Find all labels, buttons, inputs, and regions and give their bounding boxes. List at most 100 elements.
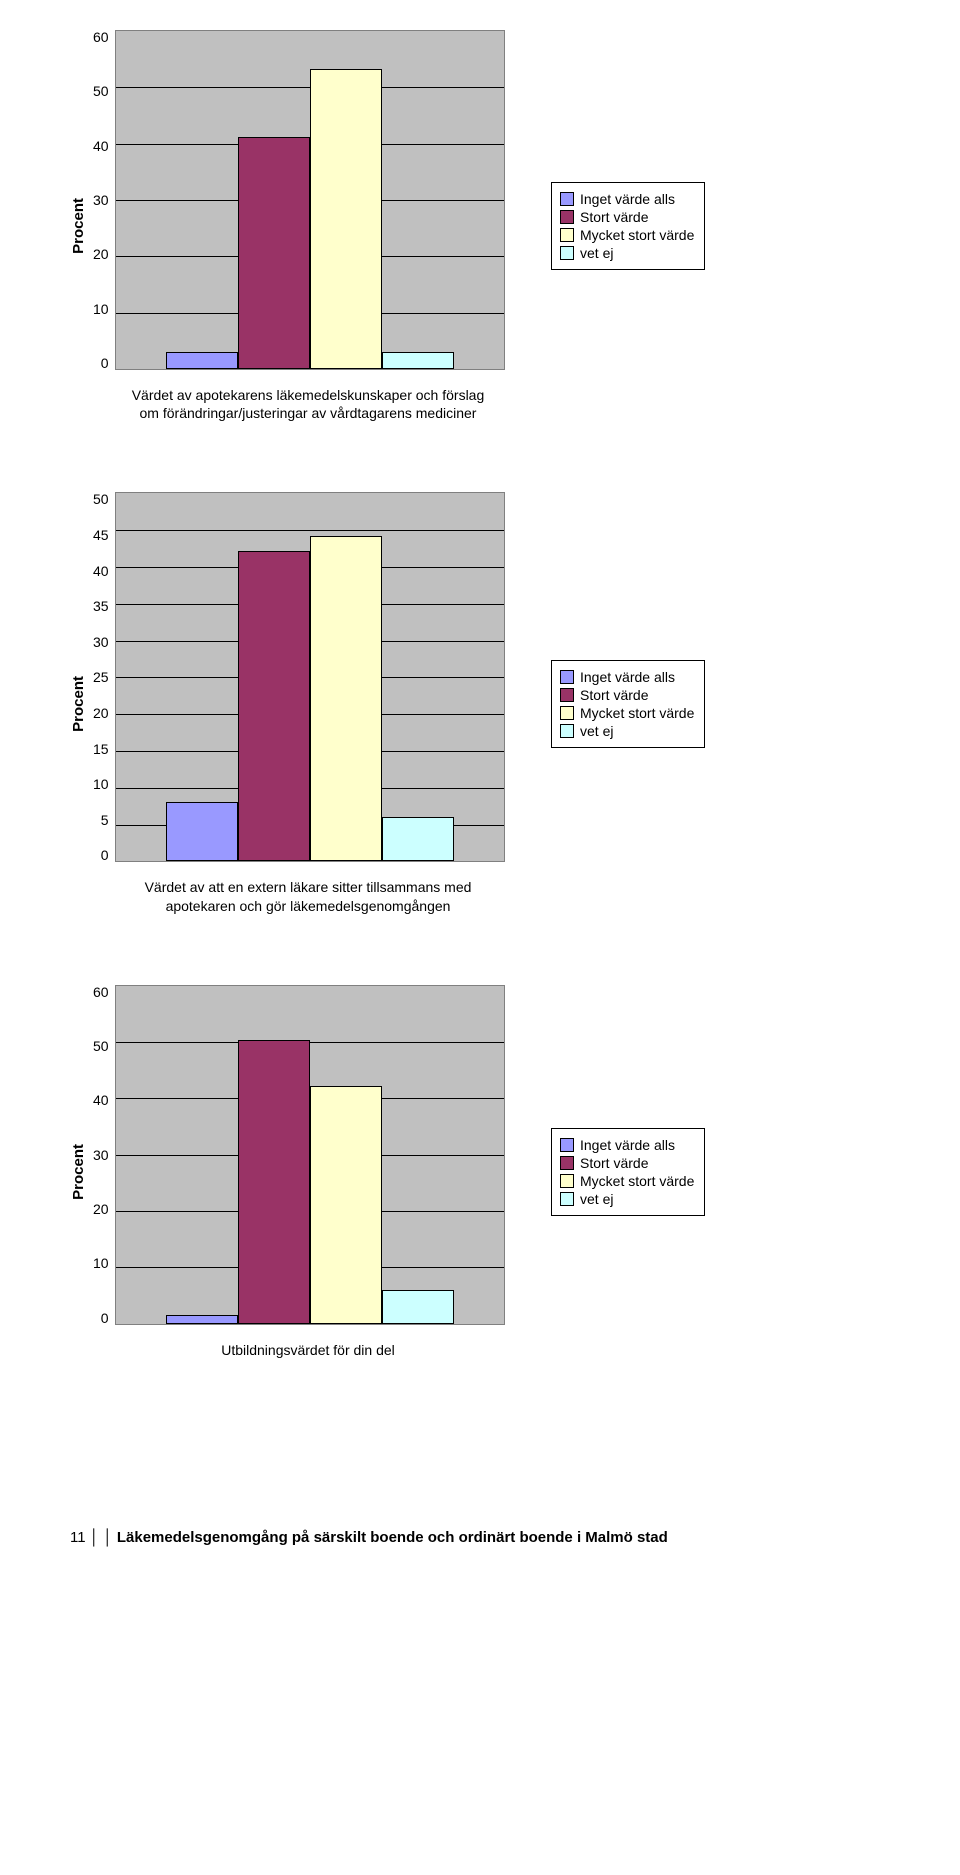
legend-item: Inget värde alls bbox=[560, 1137, 694, 1153]
bars-container bbox=[116, 31, 504, 369]
bar bbox=[382, 1290, 454, 1324]
chart-block: Procent50454035302520151050Värdet av att… bbox=[70, 492, 920, 914]
legend-swatch bbox=[560, 1192, 574, 1206]
legend-item: vet ej bbox=[560, 245, 694, 261]
chart-caption: Värdet av apotekarens läkemedelskunskape… bbox=[93, 386, 523, 422]
bar bbox=[166, 802, 238, 861]
plot-outer: 50454035302520151050 bbox=[93, 492, 523, 862]
y-tick: 30 bbox=[93, 193, 109, 207]
plot-area bbox=[115, 985, 505, 1325]
plot-and-caption: 50454035302520151050Värdet av att en ext… bbox=[93, 492, 523, 914]
divider-icon: │ bbox=[86, 1529, 104, 1546]
chart-caption: Utbildningsvärdet för din del bbox=[93, 1341, 523, 1359]
legend-swatch bbox=[560, 1138, 574, 1152]
legend-swatch bbox=[560, 670, 574, 684]
y-tick: 40 bbox=[93, 1093, 109, 1107]
y-tick: 40 bbox=[93, 139, 109, 153]
y-axis-label: Procent bbox=[70, 198, 87, 254]
y-tick: 35 bbox=[93, 599, 109, 613]
legend-label: Mycket stort värde bbox=[580, 227, 694, 243]
legend-swatch bbox=[560, 246, 574, 260]
y-tick: 10 bbox=[93, 302, 109, 316]
caption-line: apotekaren och gör läkemedelsgenomgången bbox=[93, 897, 523, 915]
bar bbox=[238, 1040, 310, 1323]
legend-label: Inget värde alls bbox=[580, 191, 675, 207]
bar bbox=[166, 352, 238, 369]
legend: Inget värde alls Stort värde Mycket stort … bbox=[551, 660, 705, 748]
legend-label: Inget värde alls bbox=[580, 669, 675, 685]
legend-label: Inget värde alls bbox=[580, 1137, 675, 1153]
y-axis-label: Procent bbox=[70, 676, 87, 732]
chart-left: Procent6050403020100Värdet av apotekaren… bbox=[70, 30, 523, 422]
legend: Inget värde alls Stort värde Mycket stort … bbox=[551, 1128, 705, 1216]
chart-left: Procent6050403020100Utbildningsvärdet fö… bbox=[70, 985, 523, 1359]
legend-swatch bbox=[560, 724, 574, 738]
y-tick: 25 bbox=[93, 670, 109, 684]
plot-area bbox=[115, 30, 505, 370]
y-tick: 10 bbox=[93, 1256, 109, 1270]
legend-label: vet ej bbox=[580, 1191, 613, 1207]
legend-item: Stort värde bbox=[560, 1155, 694, 1171]
y-tick: 0 bbox=[101, 356, 109, 370]
legend-item: Mycket stort värde bbox=[560, 227, 694, 243]
plot-and-caption: 6050403020100Värdet av apotekarens läkem… bbox=[93, 30, 523, 422]
legend-label: Mycket stort värde bbox=[580, 705, 694, 721]
bar bbox=[310, 69, 382, 369]
legend: Inget värde alls Stort värde Mycket stort … bbox=[551, 182, 705, 270]
y-ticks: 50454035302520151050 bbox=[93, 492, 115, 862]
legend-item: Mycket stort värde bbox=[560, 1173, 694, 1189]
divider-icon: │ bbox=[103, 1529, 117, 1546]
y-axis-label: Procent bbox=[70, 1144, 87, 1200]
y-tick: 30 bbox=[93, 635, 109, 649]
y-tick: 20 bbox=[93, 247, 109, 261]
chart-block: Procent6050403020100Utbildningsvärdet fö… bbox=[70, 985, 920, 1359]
y-tick: 45 bbox=[93, 528, 109, 542]
plot-area bbox=[115, 492, 505, 862]
legend-item: Mycket stort värde bbox=[560, 705, 694, 721]
legend-item: vet ej bbox=[560, 723, 694, 739]
chart-block: Procent6050403020100Värdet av apotekaren… bbox=[70, 30, 920, 422]
y-tick: 20 bbox=[93, 1202, 109, 1216]
y-tick: 40 bbox=[93, 564, 109, 578]
legend-label: Mycket stort värde bbox=[580, 1173, 694, 1189]
caption-line: om förändringar/justeringar av vårdtagar… bbox=[93, 404, 523, 422]
legend-item: Stort värde bbox=[560, 209, 694, 225]
footer-title: Läkemedelsgenomgång på särskilt boende o… bbox=[117, 1529, 668, 1546]
legend-label: Stort värde bbox=[580, 209, 648, 225]
legend-label: vet ej bbox=[580, 245, 613, 261]
bar bbox=[166, 1315, 238, 1324]
legend-label: vet ej bbox=[580, 723, 613, 739]
bar bbox=[382, 817, 454, 861]
y-tick: 60 bbox=[93, 985, 109, 999]
caption-line: Utbildningsvärdet för din del bbox=[93, 1341, 523, 1359]
legend-label: Stort värde bbox=[580, 687, 648, 703]
legend-swatch bbox=[560, 192, 574, 206]
plot-outer: 6050403020100 bbox=[93, 30, 523, 370]
y-tick: 5 bbox=[101, 813, 109, 827]
y-ticks: 6050403020100 bbox=[93, 985, 115, 1325]
y-tick: 15 bbox=[93, 742, 109, 756]
legend-swatch bbox=[560, 228, 574, 242]
bar bbox=[238, 551, 310, 862]
bars-container bbox=[116, 986, 504, 1324]
page-footer: 11 │ │ Läkemedelsgenomgång på särskilt b… bbox=[70, 1529, 920, 1546]
legend-item: Inget värde alls bbox=[560, 669, 694, 685]
caption-line: Värdet av att en extern läkare sitter ti… bbox=[93, 878, 523, 896]
caption-line: Värdet av apotekarens läkemedelskunskape… bbox=[93, 386, 523, 404]
y-ticks: 6050403020100 bbox=[93, 30, 115, 370]
page-number: 11 bbox=[70, 1529, 86, 1546]
y-tick: 10 bbox=[93, 777, 109, 791]
plot-outer: 6050403020100 bbox=[93, 985, 523, 1325]
plot-and-caption: 6050403020100Utbildningsvärdet för din d… bbox=[93, 985, 523, 1359]
legend-item: vet ej bbox=[560, 1191, 694, 1207]
legend-swatch bbox=[560, 1174, 574, 1188]
legend-swatch bbox=[560, 210, 574, 224]
bar bbox=[310, 1086, 382, 1324]
y-tick: 0 bbox=[101, 848, 109, 862]
bar bbox=[238, 137, 310, 369]
bar bbox=[310, 536, 382, 862]
y-tick: 50 bbox=[93, 1039, 109, 1053]
legend-label: Stort värde bbox=[580, 1155, 648, 1171]
bar bbox=[382, 352, 454, 369]
legend-swatch bbox=[560, 706, 574, 720]
